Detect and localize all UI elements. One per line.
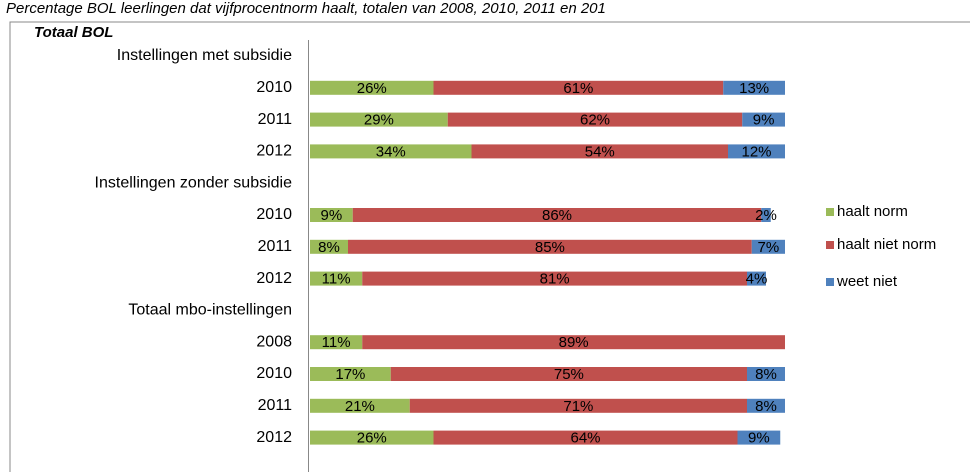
bar-segment (742, 112, 785, 127)
bar-segment (471, 144, 728, 159)
bar-segment (362, 335, 785, 350)
data-label: 4% (746, 271, 768, 288)
bar-segment (433, 430, 738, 445)
bar-segment (747, 367, 785, 381)
data-label: 17% (335, 366, 365, 383)
bar-segment (310, 335, 363, 350)
bar-segment (310, 271, 363, 286)
data-label: 8% (755, 398, 777, 415)
legend-label: haalt norm (837, 203, 908, 220)
bar-segment (348, 239, 752, 254)
data-label: 34% (376, 143, 406, 160)
bar-segment (310, 430, 434, 445)
bar-segment (747, 398, 785, 413)
data-label: 9% (748, 430, 770, 447)
bar-segment (447, 112, 743, 127)
y-tick-label: 2012 (256, 143, 292, 160)
y-tick-label: 2011 (258, 238, 293, 255)
y-tick-label: 2008 (256, 333, 292, 350)
bar-segment (433, 80, 724, 95)
bar-segment (310, 239, 348, 254)
data-label: 9% (321, 207, 343, 224)
data-label: 12% (741, 143, 771, 160)
legend-label: haalt niet norm (837, 236, 936, 253)
data-label: 8% (318, 239, 340, 256)
bar-segment (409, 398, 747, 413)
data-label: 81% (540, 271, 570, 288)
bar-segment (362, 271, 747, 286)
bar-segment (352, 208, 762, 222)
data-label: 64% (570, 430, 600, 447)
data-label: 89% (559, 334, 589, 351)
bar-segment (761, 208, 771, 222)
chart-subtitle: Totaal BOL (34, 24, 113, 41)
y-tick-label: Totaal mbo-instellingen (128, 302, 292, 319)
y-tick-label: 2011 (258, 111, 293, 128)
bar-segment (723, 80, 785, 95)
data-label: 11% (322, 271, 351, 288)
legend-swatch (826, 241, 834, 249)
data-label: 11% (322, 334, 351, 351)
bar-segment (310, 367, 391, 381)
y-tick-label: Instellingen zonder subsidie (95, 174, 293, 191)
data-label: 54% (585, 143, 615, 160)
data-label: 8% (755, 366, 777, 383)
y-tick-label: 2010 (256, 79, 292, 96)
data-label: 75% (554, 366, 584, 383)
bar-segment (390, 367, 747, 381)
bar-segment (310, 208, 353, 222)
legend-swatch (826, 278, 834, 286)
data-label: 26% (357, 80, 387, 97)
chart-title: Percentage BOL leerlingen dat vijfprocen… (6, 0, 606, 17)
bar-segment (751, 239, 785, 254)
data-label: 62% (580, 112, 610, 129)
data-label: 7% (758, 239, 780, 256)
y-tick-label: 2012 (256, 270, 292, 287)
bar-segment (728, 144, 785, 159)
data-label: 13% (739, 80, 769, 97)
data-label: 71% (563, 398, 593, 415)
data-label: 85% (535, 239, 565, 256)
bar-segment (747, 271, 766, 286)
y-tick-label: 2010 (256, 206, 292, 223)
y-tick-label: Instellingen met subsidie (117, 47, 292, 64)
bar-segment (310, 80, 434, 95)
y-tick-label: 2011 (258, 397, 293, 414)
bar-segment (310, 398, 410, 413)
bar-segment (310, 144, 472, 159)
data-label: 21% (345, 398, 375, 415)
data-label: 9% (753, 112, 775, 129)
data-label: 29% (364, 112, 394, 129)
legend-swatch (826, 208, 834, 216)
data-label: 26% (357, 430, 387, 447)
legend-label: weet niet (836, 273, 898, 290)
data-label: 86% (542, 207, 572, 224)
y-tick-label: 2010 (256, 365, 292, 382)
bar-segment (310, 112, 448, 127)
bar-segment (737, 430, 781, 445)
y-tick-label: 2012 (256, 429, 292, 446)
data-label: 2% (755, 207, 777, 224)
data-label: 61% (563, 80, 593, 97)
